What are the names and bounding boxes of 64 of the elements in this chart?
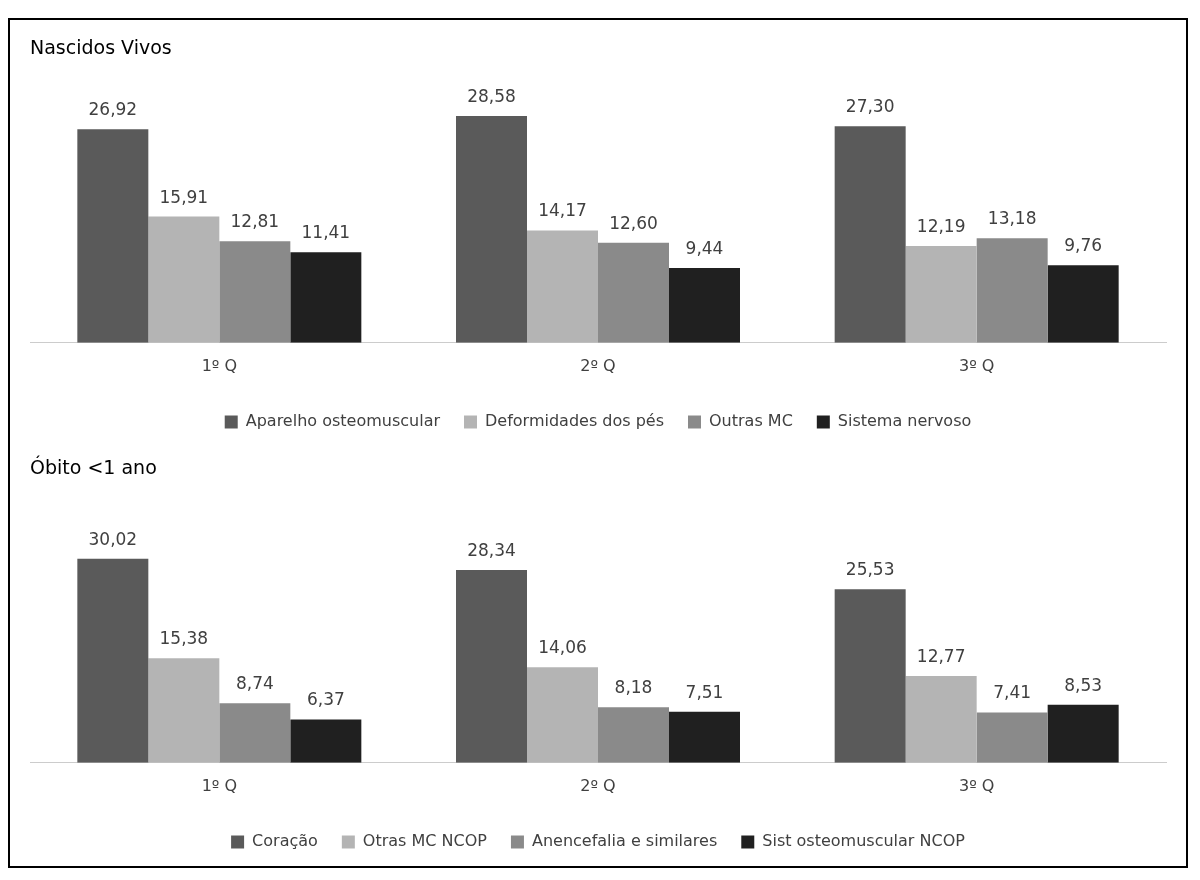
data-label: 7,51 <box>685 681 724 702</box>
bar <box>290 252 362 343</box>
data-label: 28,34 <box>467 540 516 561</box>
x-tick-label: 2º Q <box>580 355 616 375</box>
bar <box>834 589 906 763</box>
bar <box>219 703 291 763</box>
bar <box>1047 265 1119 343</box>
x-tick-label: 3º Q <box>958 775 995 795</box>
bar <box>834 126 906 343</box>
legend-label: Aparelho osteomuscular <box>245 411 441 431</box>
bar <box>1047 704 1119 763</box>
data-label: 12,60 <box>609 212 658 233</box>
bar <box>527 667 598 763</box>
data-label: 8,18 <box>614 677 653 698</box>
x-tick-label: 1º Q <box>201 775 238 795</box>
data-label: 12,19 <box>916 216 966 237</box>
bar <box>290 719 362 763</box>
data-label: 14,17 <box>538 200 587 221</box>
x-tick-label: 3º Q <box>958 355 995 375</box>
bar <box>976 712 1048 763</box>
x-tick-label: 1º Q <box>201 355 238 375</box>
bar <box>598 242 669 343</box>
chart-title: Nascidos Vivos <box>30 36 172 59</box>
data-label: 28,58 <box>467 85 516 106</box>
bar <box>669 267 740 343</box>
bar <box>905 246 977 343</box>
data-label: 12,81 <box>230 211 280 232</box>
bar <box>148 658 220 763</box>
data-label: 27,30 <box>845 96 895 117</box>
data-label: 30,02 <box>88 528 138 549</box>
data-label: 26,92 <box>88 99 138 120</box>
data-label: 6,37 <box>306 689 345 710</box>
bar <box>976 238 1048 343</box>
bar <box>598 707 669 763</box>
bar <box>669 711 740 763</box>
bar <box>219 241 291 343</box>
legend-label: Otras MC NCOP <box>362 831 488 851</box>
chart-title: Óbito <1 ano <box>30 455 157 479</box>
data-label: 13,18 <box>987 208 1037 229</box>
data-label: 15,91 <box>159 186 209 207</box>
data-label: 9,44 <box>685 237 724 258</box>
data-label: 15,38 <box>159 628 209 649</box>
bar <box>527 230 598 343</box>
x-tick-label: 2º Q <box>580 775 616 795</box>
bar <box>456 116 527 343</box>
bar <box>77 129 149 343</box>
data-label: 14,06 <box>538 637 587 658</box>
legend-label: Sistema nervoso <box>837 411 972 431</box>
bar <box>77 558 149 763</box>
bar <box>456 570 527 763</box>
legend-label: Anencefalia e similares <box>531 831 718 851</box>
data-label: 25,53 <box>845 559 895 580</box>
data-label: 11,41 <box>301 222 351 243</box>
legend-label: Deformidades dos pés <box>485 411 665 431</box>
data-label: 9,76 <box>1064 235 1103 256</box>
data-label: 7,41 <box>993 682 1032 703</box>
data-label: 8,74 <box>235 673 274 694</box>
data-label: 8,53 <box>1064 674 1103 695</box>
legend-label: Sist osteomuscular NCOP <box>762 831 966 851</box>
bar <box>905 675 977 763</box>
data-label: 12,77 <box>916 645 966 666</box>
legend-label: Outras MC <box>709 411 793 431</box>
legend-label: Coração <box>252 831 318 851</box>
bar <box>148 216 220 343</box>
